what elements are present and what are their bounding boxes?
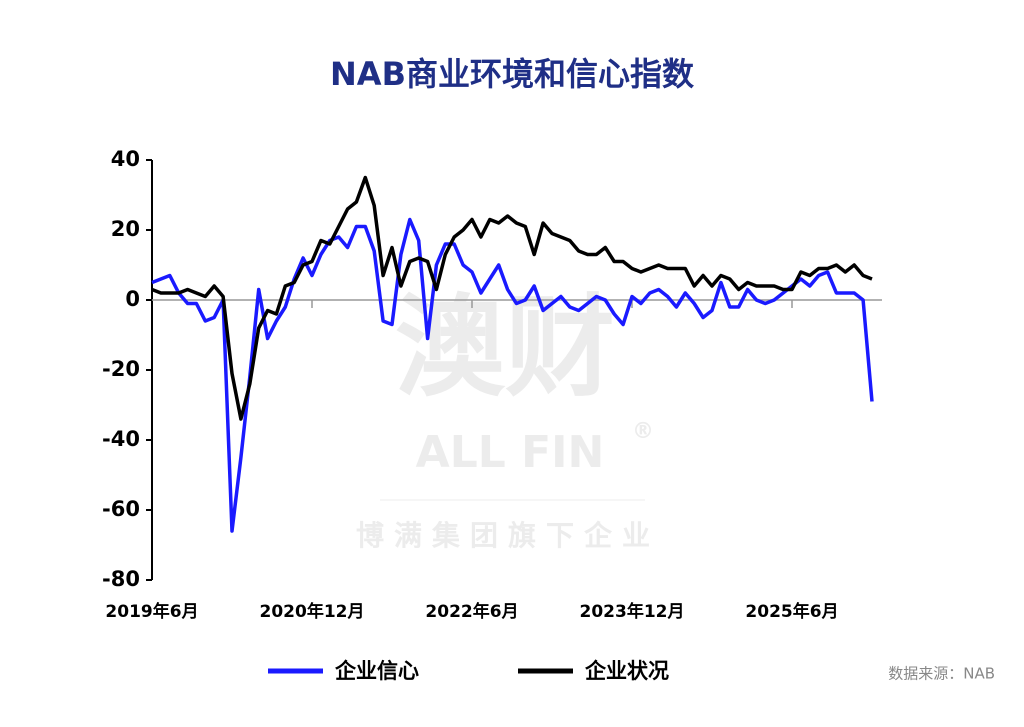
legend-label: 企业状况 [584, 659, 669, 683]
y-tick-label: 40 [111, 147, 140, 171]
y-tick-label: -60 [102, 497, 140, 521]
x-tick-label: 2022年6月 [425, 601, 518, 622]
y-tick-label: -80 [102, 567, 140, 591]
watermark: 澳财 ALL FIN ® 博满集团旗下企业 [356, 283, 660, 552]
y-tick-label: -20 [102, 357, 140, 381]
y-tick-label: 20 [111, 217, 140, 241]
legend-label: 企业信心 [334, 659, 419, 683]
series-line [151, 217, 874, 533]
watermark-logo: 澳财 [395, 283, 615, 411]
y-tick-label: -40 [102, 427, 140, 451]
watermark-tagline: 博满集团旗下企业 [356, 519, 660, 552]
x-tick-label: 2023年12月 [580, 601, 685, 622]
x-tick-label: 2019年6月 [105, 601, 198, 622]
y-tick-label: 0 [125, 287, 140, 311]
watermark-mark: ® [632, 419, 654, 444]
series-line [151, 175, 873, 421]
source: 数据来源：NAB [888, 665, 995, 683]
watermark-brand: ALL FIN [416, 427, 605, 478]
x-tick-label: 2020年12月 [260, 601, 365, 622]
chart-title: NAB商业环境和信心指数 [330, 55, 695, 93]
x-tick-label: 2025年6月 [745, 601, 838, 622]
